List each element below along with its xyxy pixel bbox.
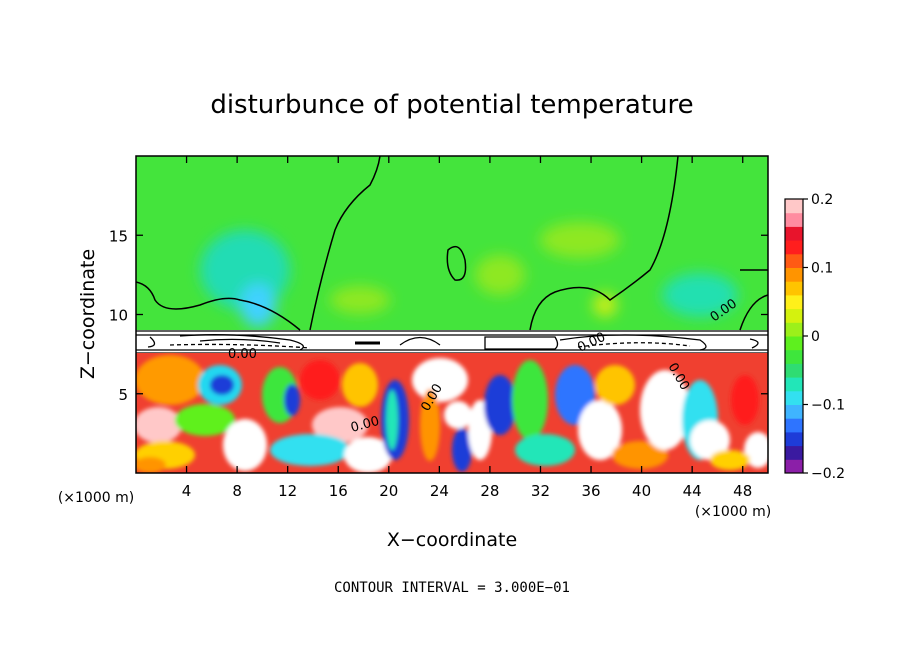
colorbar-swatch (785, 404, 803, 419)
colorbar-tick-label: 0.1 (811, 261, 833, 277)
x-tick-label: 20 (379, 482, 398, 500)
colorbar-tick-label: 0.2 (811, 192, 833, 208)
colorbar-tick-label: −0.1 (811, 398, 845, 414)
x-tick-label: 8 (232, 482, 242, 500)
colorbar-swatch (785, 377, 803, 392)
y-axis-label: Z−coordinate (77, 249, 99, 379)
x-tick-label: 32 (531, 482, 550, 500)
x-tick-label: 4 (182, 482, 192, 500)
x-axis: 4 8 12 16 20 24 28 32 36 40 44 48 (182, 156, 752, 500)
x-tick-label: 16 (329, 482, 348, 500)
lower-field-blobs (136, 355, 768, 473)
colorbar-swatch (785, 322, 803, 337)
y-axis: 5 10 15 (109, 227, 768, 404)
colorbar-swatch (785, 418, 803, 433)
colorbar-swatch (785, 226, 803, 241)
colorbar-swatch (785, 459, 803, 474)
colorbar-swatch (785, 199, 803, 214)
colorbar-swatch (785, 349, 803, 364)
colorbar-swatch (785, 281, 803, 296)
colorbar-tick-label: −0.2 (811, 466, 845, 482)
colorbar-swatch (785, 267, 803, 282)
colorbar-swatch (785, 431, 803, 447)
chart-title: disturbunce of potential temperature (210, 90, 693, 120)
colorbar-swatch (785, 294, 803, 310)
y-tick-label: 5 (118, 386, 128, 404)
colorbar-swatch (785, 363, 803, 378)
colorbar-swatch (785, 240, 803, 255)
x-tick-label: 12 (278, 482, 297, 500)
x-unit-left: (×1000 m) (58, 490, 134, 506)
colorbar-swatch (785, 390, 803, 405)
y-tick-label: 10 (109, 307, 128, 325)
x-tick-label: 48 (733, 482, 752, 500)
colorbar-swatch (785, 308, 803, 323)
colorbar-swatch (785, 336, 803, 351)
contour-interval-note: CONTOUR INTERVAL = 3.000E−01 (334, 580, 570, 596)
contour-label: 0.00 (228, 347, 257, 362)
colorbar-swatch (785, 445, 803, 460)
x-tick-label: 44 (683, 482, 702, 500)
colorbar (784, 198, 804, 474)
plot-area (136, 156, 768, 473)
x-tick-label: 24 (430, 482, 449, 500)
contour-lines (135, 155, 769, 331)
x-tick-label: 40 (632, 482, 651, 500)
colorbar-swatch (785, 253, 803, 268)
x-tick-label: 36 (581, 482, 600, 500)
colorbar-tick-label: 0 (811, 329, 820, 345)
y-tick-label: 15 (109, 227, 128, 245)
x-axis-label: X−coordinate (387, 529, 517, 551)
x-tick-label: 28 (480, 482, 499, 500)
x-unit-right: (×1000 m) (695, 504, 771, 520)
colorbar-swatch (785, 212, 803, 227)
colorbar-ticks: 0.2 0.1 0 −0.1 −0.2 (803, 192, 845, 482)
contour-label: 0.00 (349, 414, 381, 436)
